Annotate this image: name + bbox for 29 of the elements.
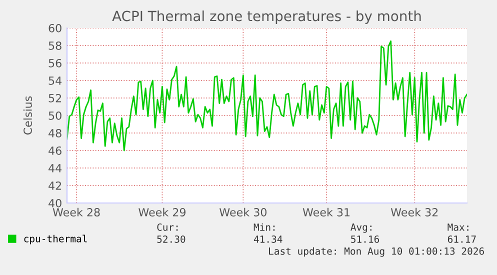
chart-title: ACPI Thermal zone temperatures - by month: [112, 10, 421, 24]
text: Cur:: [157, 223, 178, 231]
y-tick-label: 44: [48, 164, 62, 172]
x-tick-label: Week 28: [52, 208, 100, 216]
y-tick-label: 52: [48, 94, 62, 102]
y-tick-label: 46: [48, 146, 62, 155]
y-tick-label: 58: [48, 41, 62, 50]
text: 52.30: [157, 235, 186, 243]
y-tick-label: 50: [48, 111, 62, 120]
text: Last update: Mon Aug 10 01:00:13 2026: [269, 247, 484, 257]
text: Max:: [448, 224, 468, 231]
legend-label: cpu-thermal: [24, 234, 87, 244]
x-tick-label: Week 31: [302, 208, 350, 216]
y-tick-label: 56: [48, 58, 62, 68]
text: 41.34: [254, 235, 282, 243]
x-tick-label: Week 32: [390, 208, 438, 216]
y-axis-title: Celsius: [23, 96, 32, 135]
y-tick-label: 54: [48, 76, 62, 85]
y-tick-label: 40: [48, 198, 62, 208]
y-tick-label: 48: [48, 128, 62, 138]
line-series: [67, 40, 467, 152]
y-tick-label: 60: [48, 24, 62, 32]
text: 61.17: [448, 235, 476, 243]
x-tick-label: Week 29: [138, 208, 186, 216]
y-tick-label: 42: [48, 181, 62, 190]
x-tick-label: Week 30: [220, 208, 267, 216]
text: 51.16: [351, 235, 380, 243]
text: Avg:: [350, 224, 372, 233]
text: Min:: [254, 223, 275, 231]
